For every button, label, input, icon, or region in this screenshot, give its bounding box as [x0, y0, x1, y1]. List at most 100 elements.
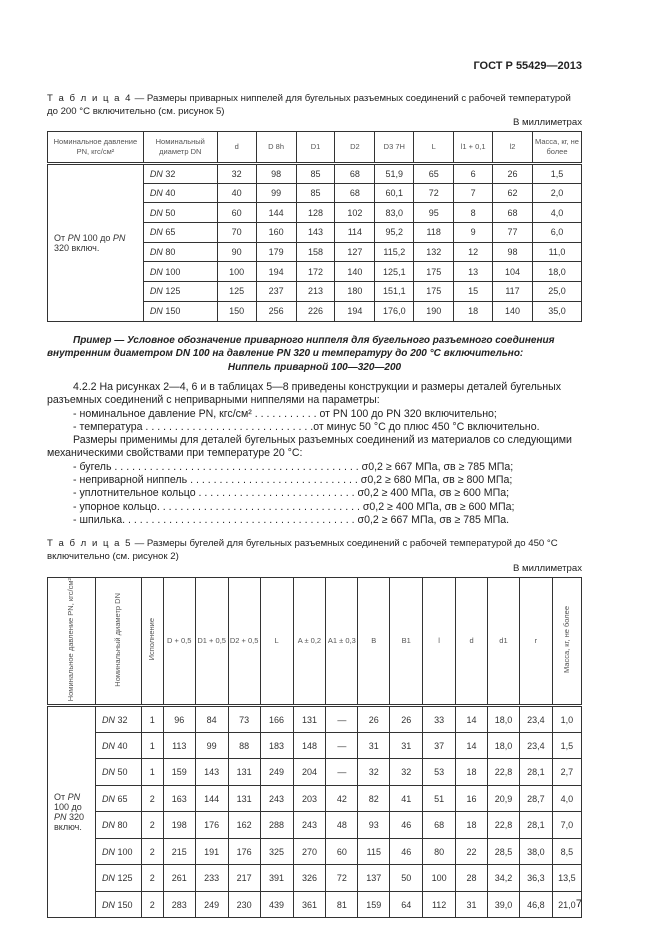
material-item: - неприварной ниппель . . . . . . . . . … — [73, 474, 513, 487]
table-cell: 131 — [292, 704, 327, 733]
column-header: A1 ± 0,3 — [325, 576, 359, 707]
caption-text: — Размеры бугелей для бугельных разъемны… — [47, 538, 558, 562]
table-cell: 88 — [227, 731, 261, 760]
table-cell: 22 — [455, 837, 488, 866]
table-row: DN 125 2 261 233 217 391 326 72 137 50 100 28 34,2 36… — [48, 864, 583, 892]
table-cell: 20,9 — [487, 784, 520, 813]
standard-header: ГОСТ Р 55429—2013 — [473, 60, 582, 72]
table-cell: 127 — [334, 241, 376, 263]
table-row: DN 40 1 113 99 88 183 148—31 31 37 14 18,0 23,4 1,5 — [48, 731, 583, 760]
table-cell: DN 50 — [94, 758, 142, 786]
column-header: d — [455, 576, 488, 707]
table-cell: 179 — [255, 241, 297, 263]
pressure-cell: От PN 100 до PN 320 включ. — [47, 704, 96, 919]
table-cell: 15 — [453, 281, 494, 302]
column-header-label: D2 + 0,5 — [229, 636, 259, 646]
column-header-label: L — [431, 142, 436, 151]
table-cell: 28,1 — [518, 758, 553, 786]
table-cell: 32 — [389, 758, 424, 786]
table-cell: 68 — [492, 202, 533, 224]
table-cell: 215 — [162, 837, 196, 866]
table-cell: 23,4 — [518, 731, 553, 760]
table-cell: DN 40 — [142, 182, 218, 204]
table5-unit: В миллиметрах — [512, 563, 582, 574]
caption-label: Т а б л и ц а 4 — [47, 93, 132, 104]
table4-unit: В миллиметрах — [512, 117, 582, 128]
column-header-label: d — [469, 636, 474, 646]
table-cell: 51 — [422, 784, 457, 813]
table-cell: 13,5 — [551, 864, 583, 892]
table-cell: 112 — [422, 890, 457, 919]
table-cell: 237 — [255, 281, 297, 302]
table4-caption: Т а б л и ц а 4 — Размеры приварных нипп… — [47, 92, 582, 118]
table-cell: 325 — [259, 837, 294, 866]
table-cell: 98 — [492, 241, 533, 263]
table-cell: 137 — [357, 864, 391, 892]
table-cell: 176 — [227, 837, 261, 866]
table-cell: 98 — [255, 162, 297, 184]
table-cell: 14 — [455, 704, 488, 733]
table-cell: 198 — [162, 811, 196, 839]
table-row: DN 150 150 256 226 194 176,0 190 18 140 35,0 — [48, 300, 583, 322]
table-row: DN 65 2 163 144 131 243 203 42 82 41 51 16 20,9 28,7 4… — [48, 784, 583, 813]
table-row: DN 65 70 160 143 114 95,2 118 9 77 6,0 — [48, 222, 583, 243]
table-cell: 176 — [194, 811, 229, 839]
table-cell: 2 — [140, 864, 164, 892]
column-header-label: B — [371, 636, 377, 646]
table-cell: — — [325, 704, 359, 733]
table-cell: 11,0 — [531, 241, 583, 263]
table-cell: 217 — [227, 864, 261, 892]
table-cell: 194 — [334, 300, 376, 322]
column-header-label: Номинальный диаметр DN — [113, 592, 123, 687]
table-cell: DN 150 — [142, 300, 218, 322]
table-cell: 113 — [162, 731, 196, 760]
table-row: DN 150 2 283 249 230 439 361 81 159 64 112 31 39,0 46… — [48, 890, 583, 919]
table-cell: 22,8 — [487, 758, 520, 786]
table-row: DN 50 1 159 143 131 249 204—32 32 53 18 22,8 28,1 2,… — [48, 758, 583, 786]
column-header: D3 7H — [374, 131, 415, 164]
table-cell: 203 — [292, 784, 327, 813]
table-cell: 163 — [162, 784, 196, 813]
table-cell: 256 — [255, 300, 297, 322]
column-header: Исполнение — [140, 576, 164, 707]
table-cell: 104 — [492, 261, 533, 283]
table-cell: 85 — [295, 162, 336, 184]
table-cell: 249 — [194, 890, 229, 919]
table-cell: 176,0 — [374, 300, 415, 322]
column-header: L — [413, 131, 455, 164]
column-header: D1 + 0,5 — [194, 576, 229, 707]
column-header-label: Номинальное давление PN, кгс/см² — [66, 578, 76, 702]
table-cell: 159 — [357, 890, 391, 919]
table-cell: 1 — [140, 758, 164, 786]
table-cell: 1,5 — [531, 162, 583, 184]
column-header-label: l2 — [509, 142, 516, 151]
column-header-label: Исполнение — [147, 618, 157, 661]
table-cell: 175 — [413, 261, 455, 283]
table-cell: 28,7 — [518, 784, 553, 813]
table-cell: 81 — [325, 890, 359, 919]
table-cell: 143 — [295, 222, 336, 243]
table-cell: 46 — [389, 811, 424, 839]
column-header-label: D2 — [350, 142, 360, 151]
table-cell: DN 150 — [94, 890, 142, 919]
table-cell: 46,8 — [518, 890, 553, 919]
table-cell: 1,5 — [551, 731, 583, 760]
table-cell: 100 — [422, 864, 457, 892]
table-cell: 39,0 — [487, 890, 520, 919]
column-header: B1 — [389, 576, 424, 707]
table-row: DN 125 125 237 213 180 151,1 175 15 117 25,0 — [48, 281, 583, 302]
table-cell: 23,4 — [518, 704, 553, 733]
column-header: Масса, кг, не более — [551, 576, 583, 707]
table-cell: — — [325, 731, 359, 760]
material-item: - уплотнительное кольцо . . . . . . . . … — [73, 487, 510, 500]
table-cell: 46 — [389, 837, 424, 866]
table-cell: 9 — [453, 222, 494, 243]
column-header-label: B1 — [401, 636, 411, 646]
column-header-label: A ± 0,2 — [297, 636, 322, 646]
table-cell: 125,1 — [374, 261, 415, 283]
table-cell: 7 — [453, 182, 494, 204]
paragraph: Размеры применимы для деталей бугельных … — [47, 434, 572, 460]
table-cell: 68 — [334, 182, 376, 204]
table-cell: 18,0 — [487, 731, 520, 760]
column-header-label: l — [438, 636, 440, 646]
